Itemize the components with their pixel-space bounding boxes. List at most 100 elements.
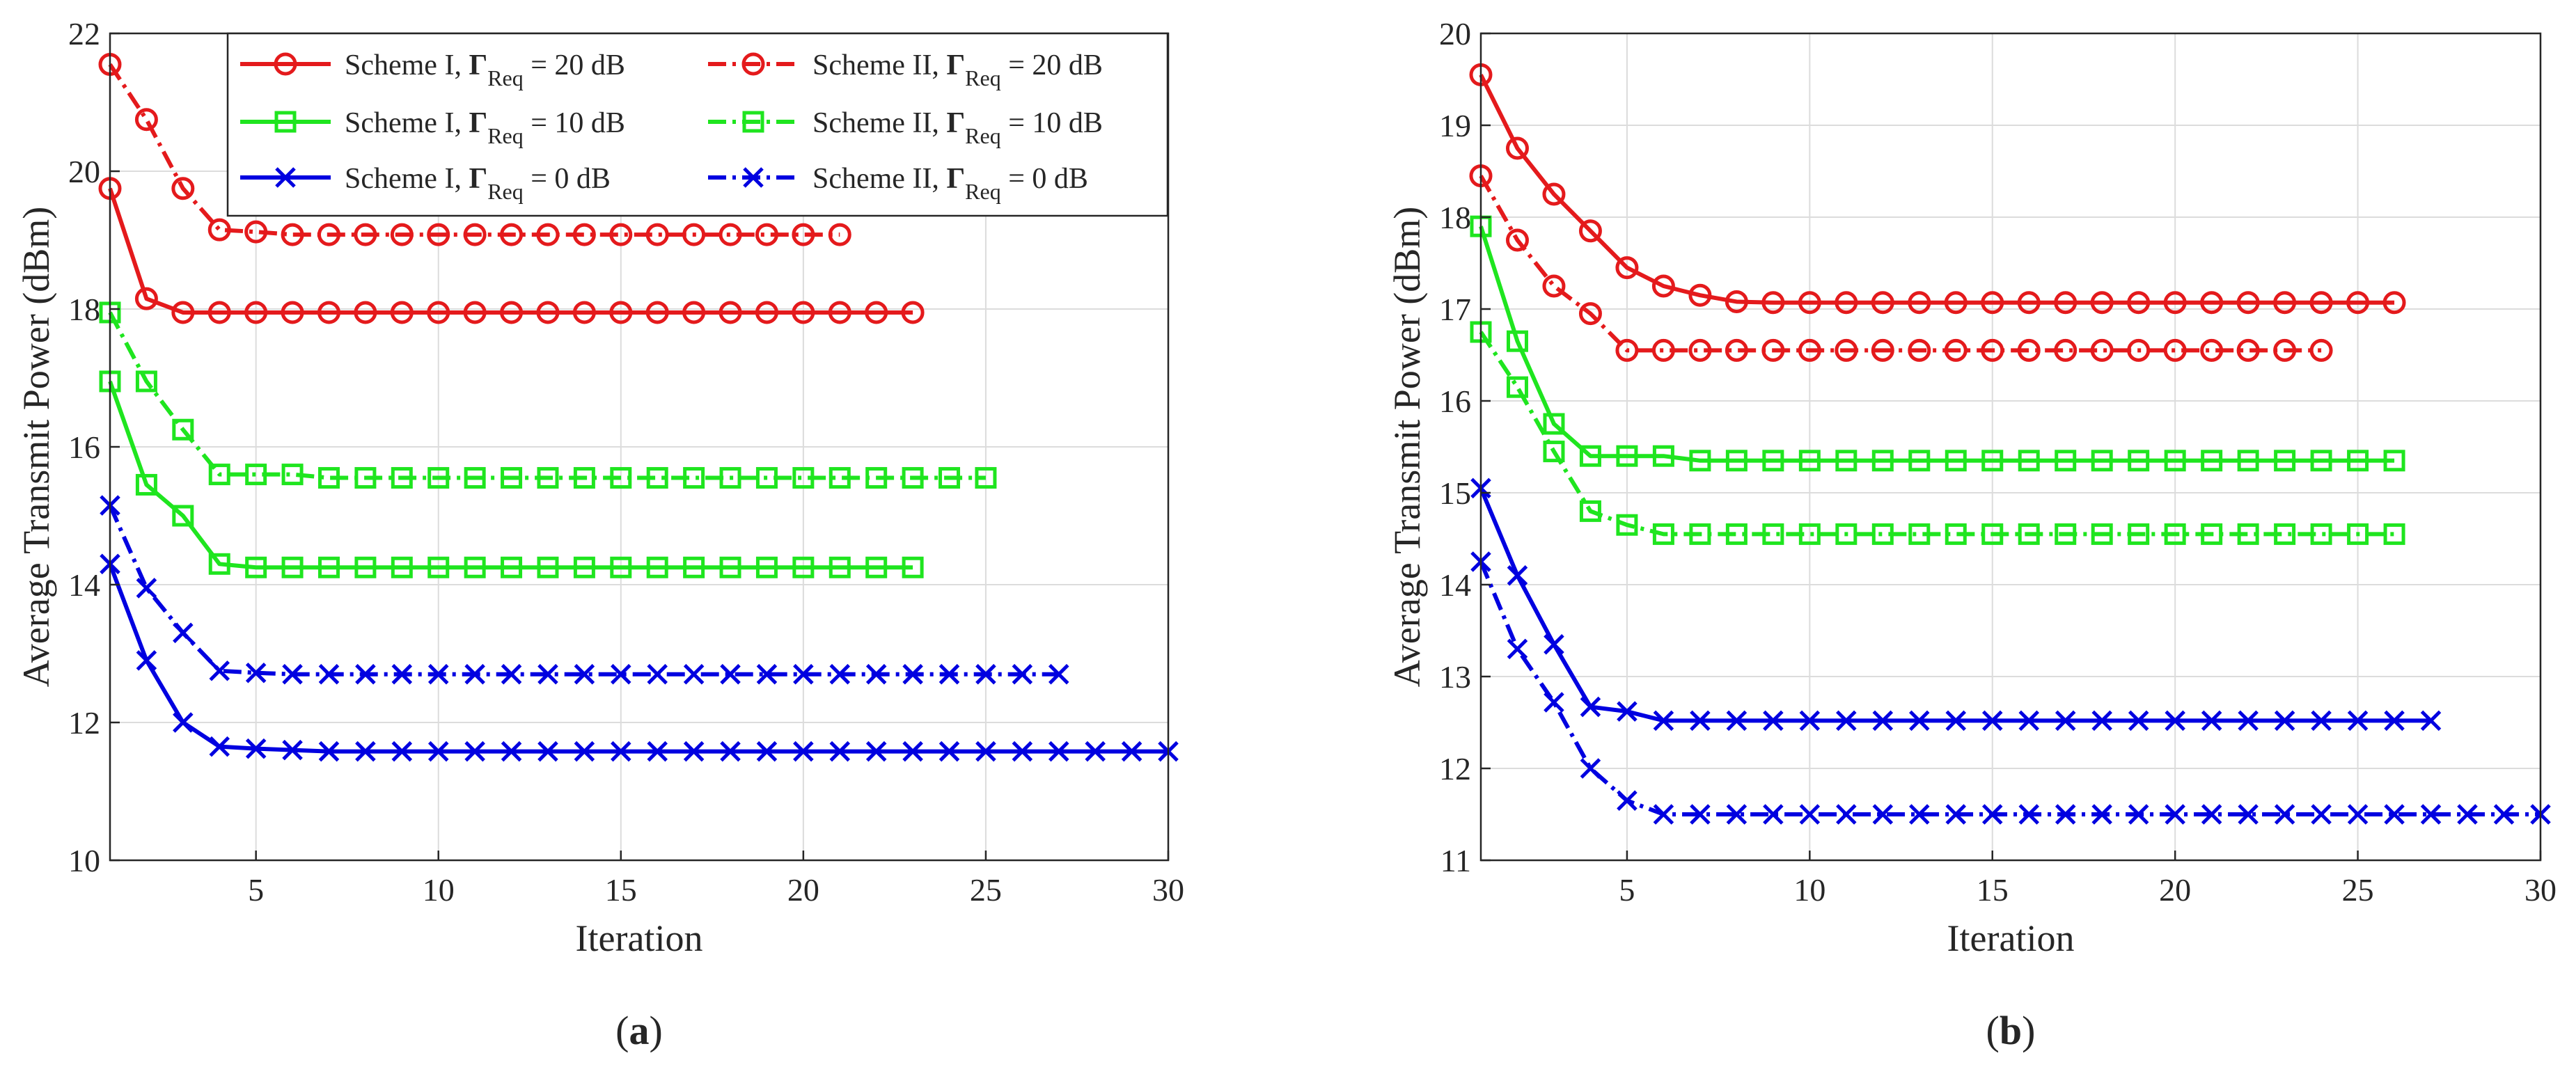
data-point	[2236, 338, 2260, 362]
data-point	[2238, 710, 2259, 732]
data-point	[1761, 291, 1785, 315]
data-point	[2201, 450, 2223, 472]
data-point	[1835, 291, 1858, 315]
data-point	[1725, 290, 1748, 313]
legend-box	[226, 32, 1169, 217]
panel-a: 5 10 15 20 25 30 10 12 14 16 18 20 22 Iteration Averag…	[15, 16, 1184, 1053]
data-point	[2055, 450, 2077, 472]
data-point	[2273, 291, 2297, 315]
data-point	[2384, 710, 2405, 732]
data-point	[683, 467, 705, 489]
data-point	[427, 741, 449, 762]
data-point	[2017, 291, 2041, 315]
data-point	[1944, 338, 1968, 362]
data-point	[2128, 804, 2149, 825]
y-tick-label: 15	[1439, 475, 1471, 511]
series-line-scheme2_0	[1479, 560, 2540, 816]
data-point	[865, 741, 887, 762]
data-point	[500, 301, 524, 324]
data-point	[574, 741, 595, 762]
data-point	[2347, 804, 2369, 825]
legend-marker	[741, 52, 765, 76]
data-point	[1615, 256, 1639, 280]
data-point	[574, 663, 595, 685]
data-point	[355, 663, 376, 685]
y-tick-label: 14	[68, 567, 100, 603]
data-point	[244, 301, 268, 324]
data-point	[2382, 291, 2406, 315]
data-point	[793, 663, 814, 685]
data-point	[647, 741, 668, 762]
data-point	[610, 467, 632, 489]
y-tick-label: 22	[68, 16, 100, 52]
data-point	[464, 663, 485, 685]
data-point	[645, 223, 669, 246]
y-tick-label: 16	[1439, 384, 1471, 419]
data-point	[1871, 291, 1894, 315]
data-point	[2165, 804, 2185, 825]
data-point	[2091, 450, 2113, 472]
x-tick-label: 10	[423, 872, 455, 908]
data-point	[171, 177, 195, 200]
data-point	[609, 301, 633, 324]
data-point	[2127, 291, 2151, 315]
data-point	[427, 663, 449, 685]
data-point	[1763, 710, 1784, 732]
data-point	[2347, 710, 2369, 732]
data-point	[1726, 804, 1748, 825]
legend-entry-scheme1_20: Scheme I, ΓReq = 20 dB	[240, 49, 625, 90]
data-point	[683, 556, 705, 578]
data-point	[244, 220, 268, 244]
series-line-scheme1_0	[108, 563, 1168, 754]
series-scheme2_0	[1470, 551, 2551, 825]
data-point	[1688, 283, 1712, 307]
x-tick-label: 15	[1977, 872, 2009, 908]
data-point	[1872, 804, 1894, 825]
data-point	[1615, 338, 1639, 362]
data-point	[1505, 228, 1529, 252]
data-point	[828, 301, 851, 324]
series-scheme1_0	[1470, 477, 2442, 732]
data-point	[464, 556, 486, 578]
y-axis-label: Average Transmit Power (dBm)	[1386, 207, 1428, 687]
data-point	[173, 712, 194, 733]
data-point	[427, 223, 450, 246]
y-tick-label: 12	[68, 705, 100, 741]
data-point	[1651, 274, 1675, 298]
data-point	[1542, 182, 1566, 206]
data-point	[1653, 804, 1674, 825]
legend-entry-scheme2_10: Scheme II, ΓReq = 10 dB	[708, 107, 1103, 148]
data-point	[2237, 450, 2259, 472]
legend-marker	[742, 111, 764, 133]
data-point	[317, 556, 340, 578]
data-point	[828, 556, 851, 578]
data-point	[282, 663, 303, 685]
data-point	[282, 739, 303, 761]
data-point	[1121, 741, 1142, 762]
data-point	[2201, 523, 2223, 545]
data-point	[1836, 804, 1857, 825]
data-point	[172, 505, 194, 527]
data-point	[1689, 523, 1711, 545]
data-point	[2201, 804, 2222, 825]
data-point	[572, 223, 596, 246]
data-point	[354, 223, 377, 246]
data-point	[572, 301, 596, 324]
data-point	[1763, 804, 1784, 825]
data-point	[2091, 710, 2112, 732]
data-point	[902, 663, 923, 685]
data-point	[755, 301, 778, 324]
data-point	[646, 467, 668, 489]
data-point	[1798, 523, 1821, 545]
data-point	[2163, 338, 2187, 362]
data-point	[573, 556, 595, 578]
data-point	[1762, 523, 1784, 545]
data-point	[1688, 338, 1712, 362]
data-point	[938, 663, 960, 685]
legend-label: Scheme I, ΓReq = 10 dB	[345, 107, 625, 148]
legend-marker	[275, 167, 296, 188]
data-point	[281, 556, 304, 578]
series-scheme1_20	[1469, 63, 2406, 315]
y-tick-label: 18	[1439, 200, 1471, 235]
data-point	[1945, 710, 1967, 732]
